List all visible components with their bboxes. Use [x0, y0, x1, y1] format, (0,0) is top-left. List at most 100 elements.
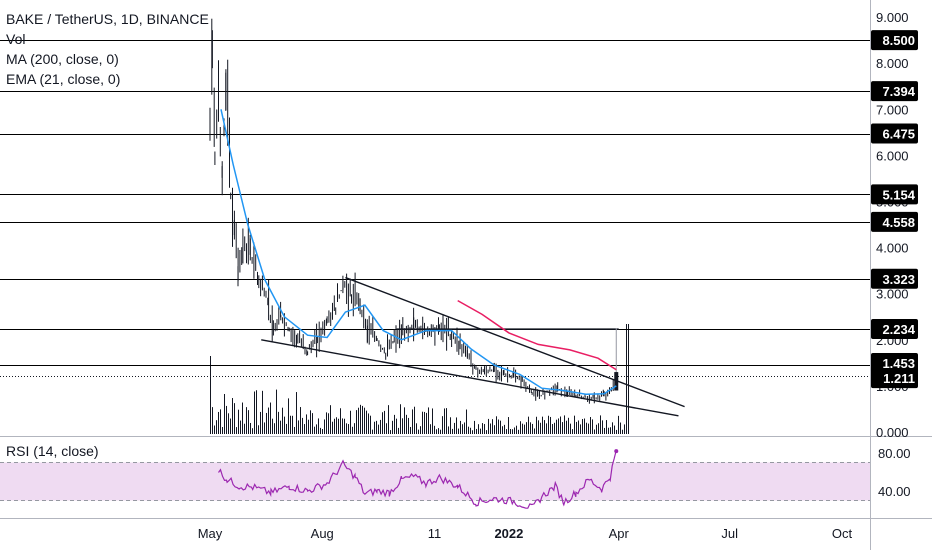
- volume-bar: [460, 420, 461, 434]
- ema21-line: [220, 109, 617, 395]
- volume-bar: [408, 417, 409, 434]
- legend-ma200[interactable]: MA (200, close, 0): [6, 51, 119, 67]
- time-axis-tick: Oct: [832, 526, 853, 541]
- volume-bar: [274, 423, 275, 434]
- legend-ema21[interactable]: EMA (21, close, 0): [6, 71, 121, 87]
- volume-bar: [248, 410, 249, 434]
- volume-bar: [358, 407, 359, 434]
- volume-bar: [226, 405, 227, 434]
- volume-bar: [244, 423, 245, 434]
- volume-bar: [512, 429, 513, 434]
- volume-bar: [484, 424, 485, 434]
- volume-bar: [332, 421, 333, 434]
- rsi-legend[interactable]: RSI (14, close): [6, 443, 99, 459]
- volume-bar: [600, 415, 601, 434]
- volume-bar: [518, 429, 519, 434]
- volume-bar: [590, 417, 591, 434]
- price-tag-label: 1.453: [882, 356, 915, 371]
- volume-bar: [494, 425, 495, 434]
- volume-bar: [582, 418, 583, 434]
- volume-bar: [464, 422, 465, 434]
- time-axis-tick: May: [198, 526, 223, 541]
- volume-bar: [446, 408, 447, 434]
- volume-bar: [424, 411, 425, 434]
- volume-bar: [594, 429, 595, 434]
- volume-bar: [532, 423, 533, 434]
- volume-bar: [330, 405, 331, 434]
- volume-bar: [412, 409, 413, 434]
- volume-bar: [476, 428, 477, 434]
- volume-bar: [344, 418, 345, 434]
- volume-bar: [346, 423, 347, 434]
- volume-bar: [396, 418, 397, 434]
- volume-bar: [434, 425, 435, 434]
- volume-bar: [340, 408, 341, 434]
- volume-bar: [420, 426, 421, 434]
- volume-bar: [514, 427, 515, 434]
- volume-bar: [418, 429, 419, 434]
- volume-bar: [404, 407, 405, 434]
- volume-bar: [238, 409, 239, 434]
- price-tag-label: 2.234: [882, 322, 915, 337]
- volume-bar: [392, 420, 393, 434]
- volume-bar: [466, 409, 467, 434]
- plot-background: [0, 0, 870, 436]
- rsi-axis-tick: 80.00: [878, 446, 911, 461]
- time-axis-tick: Aug: [311, 526, 334, 541]
- price-axis-tick: 4.000: [876, 241, 909, 256]
- moving-averages: [220, 109, 617, 395]
- volume-bar: [486, 430, 487, 434]
- volume-bar: [610, 427, 611, 434]
- chart-title: BAKE / TetherUS, 1D, BINANCE: [6, 11, 209, 27]
- volume-bar: [372, 429, 373, 434]
- legend-volume[interactable]: Vol: [6, 31, 26, 47]
- rsi-axis-tick: 40.00: [878, 484, 911, 499]
- trendlines: [261, 276, 685, 417]
- volume-bar: [622, 429, 623, 434]
- volume-bar: [444, 408, 445, 434]
- volume-bar: [500, 420, 501, 434]
- volume-bar: [578, 420, 579, 434]
- volume-bar: [304, 424, 305, 434]
- volume-bar: [362, 405, 363, 434]
- volume-bar: [268, 407, 269, 434]
- volume-bar: [524, 424, 525, 434]
- price-tag-label: 3.323: [882, 272, 915, 287]
- volume-bar: [292, 415, 293, 434]
- volume-bar: [290, 415, 291, 434]
- volume-bar: [586, 422, 587, 434]
- volume-bar: [366, 410, 367, 434]
- volume-bar: [628, 324, 629, 434]
- volume-bar: [386, 423, 387, 434]
- volume-bar: [542, 416, 543, 434]
- price-axis-tick: 7.000: [876, 102, 909, 117]
- volume-bar: [478, 424, 479, 434]
- volume-bar: [430, 424, 431, 434]
- volume-bar: [400, 404, 401, 434]
- volume-bar: [550, 416, 551, 434]
- volume-bar: [490, 423, 491, 434]
- volume-bar: [506, 429, 507, 434]
- volume-bar: [492, 419, 493, 434]
- volume-bar: [406, 414, 407, 434]
- price-tag-box: [871, 268, 918, 289]
- volume-bar: [254, 391, 255, 434]
- volume-bar: [336, 417, 337, 434]
- price-tag-box: [871, 353, 918, 374]
- volume-bar: [554, 422, 555, 434]
- volume-bar: [528, 416, 529, 434]
- volume-bar: [436, 429, 437, 434]
- volume-bar: [540, 422, 541, 434]
- chart-legend: BAKE / TetherUS, 1D, BINANCE Vol MA (200…: [6, 9, 209, 89]
- volume-bar: [562, 422, 563, 434]
- price-axis-tick: 3.000: [876, 287, 909, 302]
- volume-bar: [566, 420, 567, 434]
- volume-bar: [252, 428, 253, 434]
- volume-bar: [380, 419, 381, 434]
- volume-bar: [456, 417, 457, 434]
- volume-bar: [324, 419, 325, 434]
- volume-bar: [236, 427, 237, 434]
- volume-bar: [214, 425, 215, 434]
- volume-bar: [432, 408, 433, 434]
